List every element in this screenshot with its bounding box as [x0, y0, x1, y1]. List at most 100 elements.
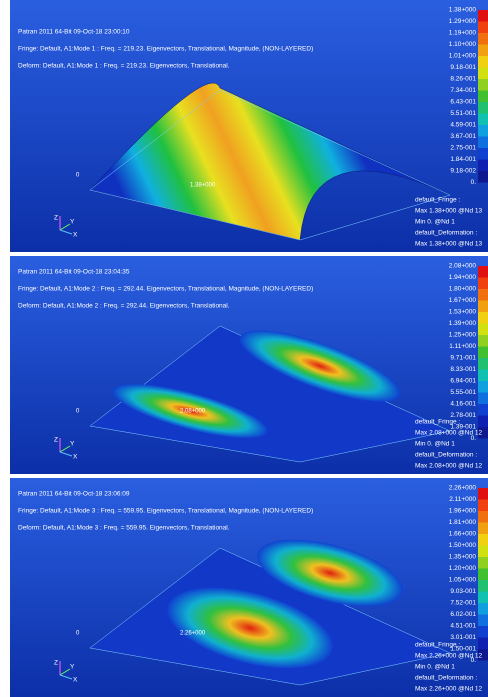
legend-color [478, 171, 488, 183]
legend-label: 1.66+000 [449, 531, 477, 538]
legend-color [478, 278, 488, 290]
legend-color [478, 500, 488, 512]
legend-label: 1.81+000 [449, 519, 477, 526]
header-fringe: Fringe: Default, A1:Mode 1 : Freq. = 219… [18, 46, 313, 53]
header-title: Patran 2011 64-Bit 09-Oct-18 23:00:10 [18, 29, 130, 36]
legend-color [478, 160, 488, 172]
footer-text: default_Deformation : [415, 452, 477, 459]
legend-label: 1.25+000 [449, 332, 477, 339]
footer-text: default_Fringe : [415, 419, 460, 426]
legend-color [478, 626, 488, 638]
legend-color [478, 68, 488, 80]
viewport-panel: Patran 2011 64-Bit 09-Oct-18 23:00:10 Fri… [10, 0, 488, 252]
legend-color [478, 79, 488, 91]
footer-text: Max 2.26+000 @Nd 12 [415, 653, 483, 660]
legend-color [478, 592, 488, 604]
legend-label: 8.26-001 [450, 76, 476, 83]
legend-label: 9.71-001 [450, 355, 476, 362]
triad-label: X [73, 677, 78, 684]
legend-label: 1.01+000 [449, 53, 477, 60]
legend-label: 1.19+000 [449, 30, 477, 37]
triad-label: Y [70, 441, 75, 448]
legend-color [478, 289, 488, 301]
max-annotation: 1.38+000 [190, 183, 216, 189]
legend-label: 1.50+000 [449, 542, 477, 549]
footer-text: Max 2.08+000 @Nd 12 [415, 463, 483, 470]
legend-label: 6.02-001 [450, 611, 476, 618]
legend-label: 9.03-001 [450, 588, 476, 595]
legend-color [478, 523, 488, 535]
footer-text: Min 0. @Nd 1 [415, 441, 455, 448]
footer-text: Min 0. @Nd 1 [415, 664, 455, 671]
legend-color [478, 370, 488, 382]
legend-label: 1.80+000 [449, 286, 477, 293]
legend-label: 1.84-001 [450, 156, 476, 163]
triad-label: X [73, 454, 78, 461]
legend-label: 8.33-001 [450, 366, 476, 373]
header-deform: Deform: Default, A1:Mode 1 : Freq. = 219… [18, 63, 230, 70]
legend-color [478, 488, 488, 500]
legend-label: 1.05+000 [449, 577, 477, 584]
legend-color [478, 393, 488, 405]
legend-color [478, 33, 488, 45]
legend-label: 2.75-001 [450, 145, 476, 152]
legend-color [478, 137, 488, 149]
footer-text: Max 1.38+000 @Nd 13 [415, 208, 483, 215]
legend-label: 1.53+000 [449, 309, 477, 316]
legend-label: 1.29+000 [449, 18, 477, 25]
legend-label: 7.52-001 [450, 600, 476, 607]
legend-label: 6.94-001 [450, 378, 476, 385]
viewport-panel: Patran 2011 64-Bit 09-Oct-18 23:04:35 Fri… [10, 256, 488, 474]
legend-color [478, 335, 488, 347]
footer-text: Min 0. @Nd 1 [415, 219, 455, 226]
legend-label: 6.43-001 [450, 99, 476, 106]
header-fringe: Fringe: Default, A1:Mode 3 : Freq. = 559… [18, 508, 313, 515]
legend-label: 7.34-001 [450, 87, 476, 94]
legend-label: 1.67+000 [449, 297, 477, 304]
footer-text: default_Fringe : [415, 197, 460, 204]
legend-label: 1.11+000 [449, 343, 476, 350]
legend-color [478, 569, 488, 581]
viewport-panel: Patran 2011 64-Bit 09-Oct-18 23:06:09Fri… [10, 478, 488, 697]
legend-color [478, 22, 488, 34]
legend-color [478, 358, 488, 370]
legend-color [478, 416, 488, 428]
max-annotation: 2.26+000 [180, 631, 206, 637]
footer-text: Max 2.26+000 @Nd 12 [415, 686, 483, 693]
legend-color [478, 603, 488, 615]
legend-label: 2.08+000 [449, 263, 477, 270]
legend-label: 9.18-002 [450, 168, 476, 175]
legend-color [478, 114, 488, 126]
triad-label: Z [54, 660, 58, 667]
legend-label: 0. [471, 179, 477, 186]
legend-label: 5.51-001 [450, 110, 476, 117]
legend-color [478, 91, 488, 103]
legend-color [478, 580, 488, 592]
legend-label: 1.38+000 [449, 7, 477, 14]
triad-label: X [73, 232, 78, 239]
legend-label: 9.18-001 [450, 64, 476, 71]
legend-color [478, 638, 488, 650]
legend-color [478, 56, 488, 68]
screenshot: Patran 2011 64-Bit 09-Oct-18 23:00:10 Fri… [0, 0, 488, 697]
legend-color [478, 347, 488, 359]
header-deform: Deform: Default, A1:Mode 3 : Freq. = 559… [18, 525, 230, 532]
triad-label: Y [70, 219, 75, 226]
legend-label: 4.51-001 [450, 623, 476, 630]
legend-label: 3.67-001 [450, 133, 476, 140]
header-title: Patran 2011 64-Bit 09-Oct-18 23:04:35 [18, 269, 130, 276]
header-deform: Deform: Default, A1:Mode 2 : Freq. = 292… [18, 303, 230, 310]
triad-label: Z [54, 215, 58, 222]
legend-color [478, 301, 488, 313]
header-fringe: Fringe: Default, A1:Mode 2 : Freq. = 292… [18, 286, 313, 293]
legend-label: 1.96+000 [449, 508, 477, 515]
legend-label: 1.20+000 [449, 565, 477, 572]
footer-text: default_Fringe : [415, 642, 460, 649]
legend-color [478, 557, 488, 569]
footer-text: Max 1.38+000 @Nd 13 [415, 241, 483, 248]
legend-color [478, 381, 488, 393]
legend-label: 5.55-001 [450, 389, 476, 396]
legend-label: 3.01-001 [450, 634, 476, 641]
legend-label: 1.39+000 [449, 320, 477, 327]
legend-label: 2.26+000 [449, 485, 477, 492]
